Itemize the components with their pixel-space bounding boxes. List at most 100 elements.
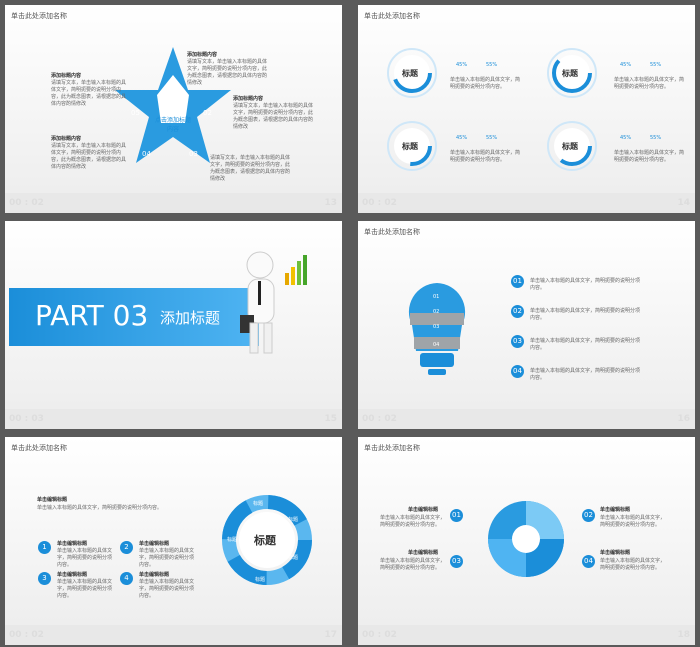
step-dot-2: 02 [511, 305, 524, 318]
slide-time: 00 : 02 [9, 630, 44, 640]
step-text-3: 单击输入本标题的具体文字，简明扼要的说明分项内容。 [530, 338, 641, 351]
item-body-1: 单击输入本标题的具体文字，简明扼要的说明分项内容。 [57, 548, 113, 568]
item-heading-3: 单击编辑标题 [57, 572, 88, 578]
slide-number: 17 [324, 630, 337, 640]
pct-a-1: 45% [456, 62, 468, 68]
text-heading-4: 添加标题内容 [51, 136, 82, 142]
text-body-2: 请填写文本，单击输入本标题的具体文字，简明扼要的说明分项内容，此为概念图表，请根… [51, 80, 127, 107]
slide-16[interactable]: 单击此处添加名称 01 02 03 04 01 单击输入本标题的具体文字，简明扼… [358, 221, 695, 429]
slide-footer: 00 : 03 15 [5, 414, 342, 428]
text-body-1: 请填写文本，单击输入本标题的具体文字，简明扼要的说明分项内容，此为概念图表，请根… [187, 59, 268, 86]
star-point-4: 04 [142, 150, 151, 158]
ring-body-1: 单击输入本标题的具体文字，简明扼要的说明分项内容。 [450, 77, 521, 90]
feature-body-3: 单击输入本标题的具体文字，简明扼要的说明分项内容。 [380, 558, 446, 571]
slide-number: 13 [324, 198, 337, 208]
part-banner [9, 288, 259, 346]
pct-b-2: 55% [650, 62, 662, 68]
ring-body-4: 单击输入本标题的具体文字，简明扼要的说明分项内容。 [614, 150, 685, 163]
part-heading: 添加标题 [160, 309, 221, 327]
ring-3 [387, 121, 437, 171]
figure-illustration [240, 251, 307, 354]
feature-heading-3: 单击编辑标题 [408, 550, 439, 556]
slide-footer: 00 : 02 18 [358, 630, 695, 644]
slide-number: 18 [677, 630, 690, 640]
star-point-5: 05 [131, 109, 140, 117]
feature-dot-2: 02 [582, 509, 595, 522]
item-body-4: 单击输入本标题的具体文字，简明扼要的说明分项内容。 [139, 579, 195, 599]
feature-heading-2: 单击编辑标题 [600, 507, 631, 513]
slide-time: 00 : 02 [362, 414, 397, 424]
cycle-seg-4: 标题 [255, 577, 266, 583]
slide-13-canvas: 单击此处添加名称 点击添加标题内容 01 02 03 04 05 添加标题内容 … [5, 5, 342, 193]
slide-13[interactable]: 单击此处添加名称 点击添加标题内容 01 02 03 04 05 添加标题内容 … [5, 5, 342, 213]
slide-title: 单击此处添加名称 [11, 12, 67, 20]
step-dot-3: 03 [511, 335, 524, 348]
pct-a-4: 45% [620, 135, 632, 141]
text-heading-3: 添加标题内容 [233, 96, 264, 102]
ring-1 [387, 48, 437, 98]
star-center-text: 点击添加标题内容 [154, 117, 191, 133]
text-body-5: 请填写文本，单击输入本标题的具体文字，简明扼要的说明分项内容，此为概念图表，请根… [210, 155, 291, 182]
slide-time: 00 : 02 [9, 198, 44, 208]
slide-14-canvas: 单击此处添加名称 标题 标题 标题 标题 45% 55% 单击输入本标题的具体文… [358, 5, 695, 193]
star-point-2: 02 [203, 109, 212, 117]
slide-17-canvas: 单击此处添加名称 单击编辑标题 单击输入本标题的具体文字，简明扼要的说明分项内容… [5, 437, 342, 625]
slide-16-canvas: 单击此处添加名称 01 02 03 04 01 单击输入本标题的具体文字，简明扼… [358, 221, 695, 409]
cycle-seg-5: 标题 [227, 537, 238, 543]
item-dot-3: 3 [38, 572, 51, 585]
feature-body-1: 单击输入本标题的具体文字，简明扼要的说明分项内容。 [380, 515, 446, 528]
feature-dot-4: 04 [582, 555, 595, 568]
step-dot-4: 04 [511, 365, 524, 378]
feature-body-4: 单击输入本标题的具体文字，简明扼要的说明分项内容。 [600, 558, 666, 571]
item-dot-2: 2 [120, 541, 133, 554]
ring-2 [547, 48, 597, 98]
text-heading-2: 添加标题内容 [51, 73, 82, 79]
slide-footer: 00 : 02 17 [5, 630, 342, 644]
cycle-seg-2: 标题 [288, 517, 299, 523]
slide-15-canvas: PART 03 添加标题 [5, 221, 342, 409]
slide-number: 14 [677, 198, 690, 208]
slide-title: 单击此处添加名称 [364, 444, 420, 452]
star-diagram [115, 47, 231, 163]
step-dot-1: 01 [511, 275, 524, 288]
text-body-3: 请填写文本，单击输入本标题的具体文字，简明扼要的说明分项内容，此为概念图表，请根… [233, 103, 314, 130]
ring-4 [547, 121, 597, 171]
slide-title: 单击此处添加名称 [364, 12, 420, 20]
step-text-4: 单击输入本标题的具体文字，简明扼要的说明分项内容。 [530, 368, 641, 381]
slide-title: 单击此处添加名称 [364, 228, 420, 236]
slide-footer: 00 : 02 14 [358, 198, 695, 212]
cycle-center-label: 标题 [254, 534, 276, 547]
cycle-seg-1: 标题 [253, 501, 264, 507]
slide-15[interactable]: PART 03 添加标题 00 : 03 15 [5, 221, 342, 429]
ring-3-label: 标题 [402, 142, 418, 151]
slide-title: 单击此处添加名称 [11, 444, 67, 452]
item-body-3: 单击输入本标题的具体文字，简明扼要的说明分项内容。 [57, 579, 113, 599]
slide-18[interactable]: 单击此处添加名称 01 单击编辑标题 单击输入本标题的具体文字，简明扼要的说明分… [358, 437, 695, 645]
pct-a-3: 45% [456, 135, 468, 141]
bulb-diagram [408, 283, 466, 375]
bulb-step-2: 02 [433, 309, 440, 315]
slide-18-canvas: 单击此处添加名称 01 单击编辑标题 单击输入本标题的具体文字，简明扼要的说明分… [358, 437, 695, 625]
item-heading-1: 单击编辑标题 [57, 541, 88, 547]
intro-heading: 单击编辑标题 [37, 497, 68, 503]
slide-number: 16 [677, 414, 690, 424]
slide-number: 15 [324, 414, 337, 424]
slide-time: 00 : 03 [9, 414, 44, 424]
text-heading-1: 添加标题内容 [187, 52, 218, 58]
slide-time: 00 : 02 [362, 630, 397, 640]
bulb-step-1: 01 [433, 294, 440, 300]
bulb-step-4: 04 [433, 342, 440, 348]
cycle-ring [222, 495, 312, 585]
item-dot-4: 4 [120, 572, 133, 585]
slide-14[interactable]: 单击此处添加名称 标题 标题 标题 标题 45% 55% 单击输入本标题的具体文… [358, 5, 695, 213]
star-point-1: 01 [167, 84, 176, 92]
slide-17[interactable]: 单击此处添加名称 单击编辑标题 单击输入本标题的具体文字，简明扼要的说明分项内容… [5, 437, 342, 645]
ring-body-3: 单击输入本标题的具体文字，简明扼要的说明分项内容。 [450, 150, 521, 163]
ring-4-label: 标题 [562, 142, 578, 151]
pct-a-2: 45% [620, 62, 632, 68]
text-body-4: 请填写文本，单击输入本标题的具体文字，简明扼要的说明分项内容，此为概念图表，请根… [51, 143, 127, 170]
part-label: PART 03 [35, 299, 149, 332]
item-dot-1: 1 [38, 541, 51, 554]
swirl-logo [488, 501, 564, 577]
item-heading-2: 单击编辑标题 [139, 541, 170, 547]
